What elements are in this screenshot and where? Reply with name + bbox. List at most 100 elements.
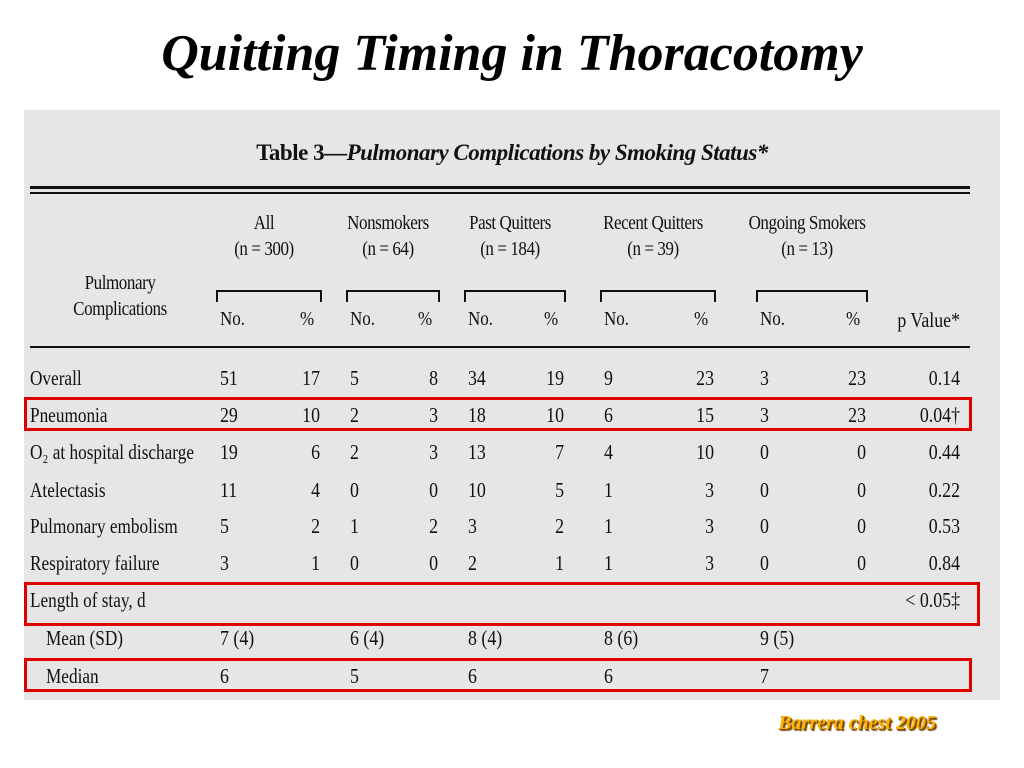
table-cell-no: 0	[760, 478, 769, 502]
row-label: Respiratory failure	[30, 551, 160, 575]
p-value-header: p Value*	[897, 308, 960, 332]
group-n: (n = 184)	[480, 238, 540, 260]
table-cell-no: 1	[604, 478, 613, 502]
table-cell-no: 10	[468, 478, 486, 502]
top-double-rule-2	[30, 192, 970, 194]
table-cell-pct: 5	[555, 478, 564, 502]
table-cell-no: 9	[604, 366, 613, 390]
table-cell-pct: 3	[429, 403, 438, 427]
sub-header-no: No.	[604, 308, 630, 330]
table-cell-no: 0	[760, 440, 769, 464]
group-n: (n = 300)	[234, 238, 294, 260]
table-cell-pct: 8	[429, 366, 438, 390]
table-cell-no: 2	[468, 551, 477, 575]
table-cell-no: 8 (4)	[468, 626, 503, 650]
table-cell-pct: 17	[302, 366, 320, 390]
table-cell-pct: 4	[311, 478, 320, 502]
group-header: Recent Quitters (n = 39)	[577, 210, 730, 262]
table-cell-no: 3	[760, 403, 769, 427]
table-cell-pct: 3	[705, 478, 714, 502]
table-cell-no: 3	[760, 366, 769, 390]
row-header-line-1: Pulmonary	[84, 272, 156, 294]
table-cell-no: 4	[604, 440, 613, 464]
table-cell-no: 6 (4)	[350, 626, 385, 650]
row-label: O₂ at hospital discharge	[30, 440, 194, 464]
row-label: Atelectasis	[30, 478, 106, 502]
sub-header-no: No.	[220, 308, 246, 330]
header-bottom-rule	[30, 346, 970, 348]
row-header: Pulmonary Complications	[44, 270, 197, 322]
table-cell-pct: 19	[546, 366, 564, 390]
p-value-cell: 0.14	[928, 366, 960, 390]
group-bracket	[600, 290, 716, 302]
table-cell-no: 5	[350, 366, 359, 390]
table-cell-pct: 10	[696, 440, 714, 464]
group-header: Past Quitters (n = 184)	[434, 210, 587, 262]
table-cell-no: 3	[468, 514, 477, 538]
table-cell-no: 2	[350, 403, 359, 427]
table-cell-no: 6	[220, 664, 229, 688]
table-cell-no: 3	[220, 551, 229, 575]
group-bracket	[346, 290, 440, 302]
sub-header-pct: %	[694, 308, 709, 330]
highlight-box	[24, 658, 972, 692]
table-cell-no: 11	[220, 478, 238, 502]
table-cell-pct: 15	[696, 403, 714, 427]
table-cell-pct: 2	[555, 514, 564, 538]
sub-header-pct: %	[418, 308, 433, 330]
table-cell-no: 18	[468, 403, 486, 427]
sub-header-no: No.	[760, 308, 786, 330]
table-cell-no: 0	[350, 551, 359, 575]
row-label: Pulmonary embolism	[30, 514, 178, 538]
row-header-line-2: Complications	[73, 298, 167, 320]
table-cell-no: 13	[468, 440, 486, 464]
sub-header-no: No.	[468, 308, 494, 330]
group-name: Nonsmokers	[347, 212, 429, 234]
table-cell-pct: 0	[857, 440, 866, 464]
row-label: Pneumonia	[30, 403, 108, 427]
row-label: Length of stay, d	[30, 588, 146, 612]
table-cell-no: 5	[220, 514, 229, 538]
caption-title: Pulmonary Complications by Smoking Statu…	[346, 140, 769, 165]
table-cell-no: 1	[604, 551, 613, 575]
table-cell-pct: 1	[555, 551, 564, 575]
table-cell-no: 7 (4)	[220, 626, 255, 650]
table-cell-no: 1	[350, 514, 359, 538]
table-cell-pct: 10	[546, 403, 564, 427]
table-cell-no: 5	[350, 664, 359, 688]
table-cell-no: 6	[604, 664, 613, 688]
sub-header-pct: %	[544, 308, 559, 330]
table-cell-no: 6	[604, 403, 613, 427]
complications-table: Table 3—Pulmonary Complications by Smoki…	[24, 110, 1000, 700]
group-header: All (n = 300)	[188, 210, 341, 262]
table-cell-pct: 7	[555, 440, 564, 464]
table-cell-pct: 23	[848, 366, 866, 390]
p-value-cell: < 0.05‡	[905, 588, 960, 612]
p-value-cell: 0.53	[928, 514, 960, 538]
table-cell-pct: 3	[705, 551, 714, 575]
group-n: (n = 64)	[362, 238, 414, 260]
table-cell-no: 19	[220, 440, 238, 464]
table-cell-pct: 0	[429, 551, 438, 575]
group-name: Recent Quitters	[603, 212, 703, 234]
table-cell-pct: 2	[429, 514, 438, 538]
group-header: Nonsmokers (n = 64)	[312, 210, 465, 262]
top-double-rule-1	[30, 186, 970, 189]
row-label: Median	[46, 664, 99, 688]
group-header: Ongoing Smokers (n = 13)	[731, 210, 884, 262]
group-name: All	[253, 212, 275, 234]
group-name: Ongoing Smokers	[748, 212, 866, 234]
table-cell-no: 1	[604, 514, 613, 538]
table-caption: Table 3—Pulmonary Complications by Smoki…	[24, 140, 1000, 166]
group-n: (n = 13)	[781, 238, 833, 260]
table-cell-pct: 6	[311, 440, 320, 464]
table-cell-no: 6	[468, 664, 477, 688]
p-value-cell: 0.04†	[919, 403, 960, 427]
table-cell-no: 0	[350, 478, 359, 502]
highlight-box	[24, 397, 972, 431]
slide-title: Quitting Timing in Thoracotomy	[161, 25, 863, 82]
table-cell-pct: 3	[705, 514, 714, 538]
table-cell-pct: 0	[857, 514, 866, 538]
p-value-cell: 0.84	[928, 551, 960, 575]
p-value-cell: 0.22	[928, 478, 960, 502]
